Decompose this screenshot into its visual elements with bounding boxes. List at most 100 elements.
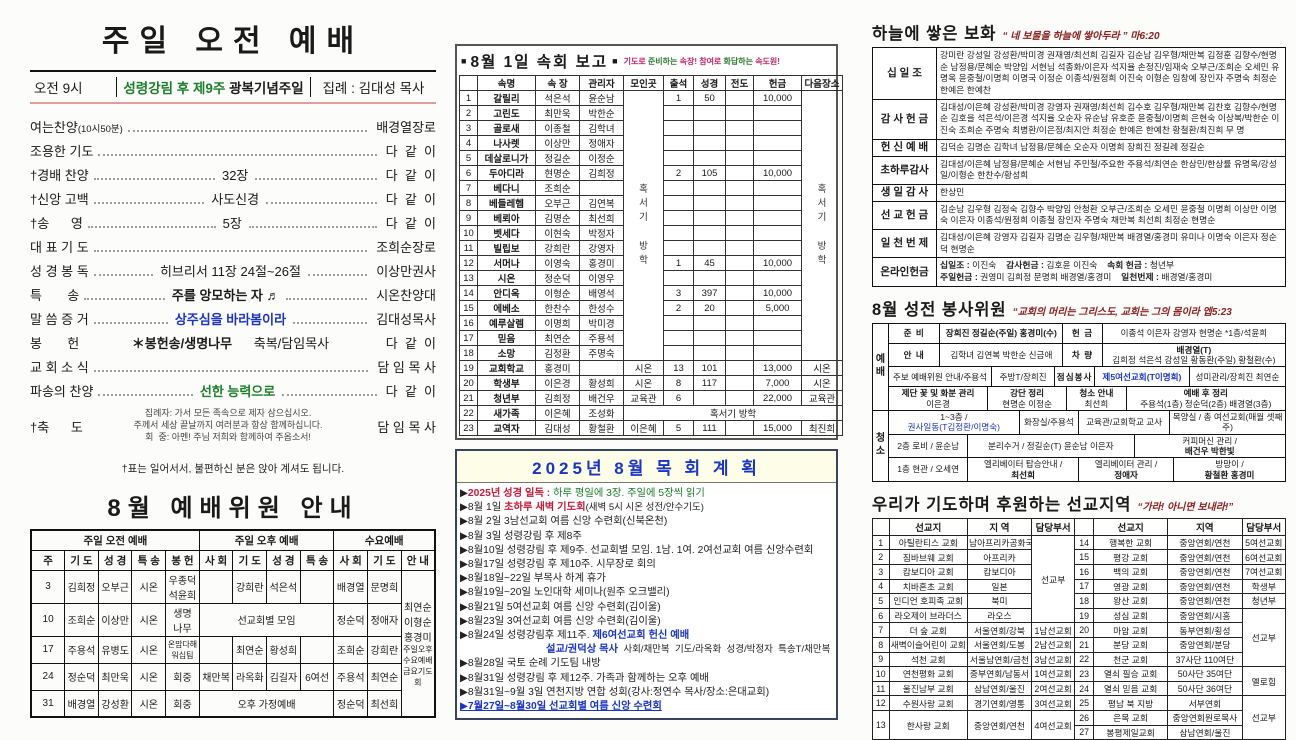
cell: 시온 bbox=[131, 689, 167, 718]
cell: 중앙연회원로목사 bbox=[1167, 709, 1243, 726]
table-row: 6 두아디라 현명순 김희정 2 105 10,000 bbox=[459, 165, 843, 181]
cell: 21 bbox=[1074, 636, 1094, 653]
cell: 서울연회/강북 bbox=[966, 622, 1032, 638]
cell: 조성화 bbox=[579, 405, 624, 421]
cell: 일본 bbox=[966, 578, 1032, 595]
cell: 수원사랑 교회 bbox=[888, 695, 968, 711]
cell: 50사단 35여단 bbox=[1167, 666, 1243, 682]
cell: 6 bbox=[459, 165, 478, 181]
cell: 회중 bbox=[165, 689, 200, 718]
service-cell: 김학녀 김연복 박한순 신금애 bbox=[940, 343, 1064, 367]
plan-item: ▶8월31일~9월 3일 연천지방 연합 성회(강사:정연수 목사/장소:은대교… bbox=[460, 686, 770, 698]
worship-order-list: 여는찬양(10시50분) 배경열장로 조용한 기도 다 같 이 †경배 찬양 32장 다 같… bbox=[30, 112, 436, 452]
cell: 1 bbox=[663, 90, 694, 106]
cell: 13 bbox=[459, 270, 478, 286]
cell: 인디언 호피족 교회 bbox=[888, 593, 968, 609]
mission-title: 우리가 기도하며 후원하는 선교지역 bbox=[872, 495, 1132, 514]
plan-item: 설교/권덕상 목사 사회/채만복 기도/라옥화 성경/박정자 특송T/채만복 bbox=[546, 644, 831, 656]
cell: 3여선교회 bbox=[1030, 695, 1076, 711]
ministry-plan-list: ▶2025년 성경 일독 : 하루 평일에 3장. 주일에 5장씩 읽기 ▶8월 … bbox=[457, 483, 836, 718]
cell: 50사단 36여단 bbox=[1167, 680, 1243, 697]
cell: 정애자 bbox=[367, 602, 402, 637]
offering-label: 온라인헌금 bbox=[873, 258, 937, 286]
cell: 이상만 bbox=[97, 602, 133, 637]
cell: 최선희 bbox=[367, 689, 402, 718]
cell: 10 bbox=[459, 225, 478, 241]
cell bbox=[725, 150, 754, 166]
cell: 12 bbox=[459, 255, 478, 271]
cell: 남아프리카공화국 bbox=[966, 534, 1032, 551]
offering-row: 온라인헌금 십일조 : 이진숙 감사헌금 : 김호윤 이진숙 속회 헌금 : 청년… bbox=[873, 258, 1285, 286]
cell: 5 bbox=[459, 150, 478, 166]
cell bbox=[198, 635, 234, 664]
cell-report-slogan: 기도로 준비하는 속장! 참여로 화답하는 속도원! bbox=[623, 56, 780, 66]
cell: 16 bbox=[1074, 564, 1094, 580]
table-row: 13 한사랑 교회 중앙연회/연천 4여선교회 26 은목 교회 중앙연회원로목사 bbox=[872, 709, 1286, 740]
cell bbox=[693, 210, 726, 226]
cell: 갈릴리 bbox=[477, 90, 536, 106]
cell: 최연순 bbox=[367, 662, 402, 691]
cell: 배영석 bbox=[579, 285, 624, 301]
offering-row: 일 천 번 제 김대성/이은혜 강영자 김길자 김명순 김우형/채만복 배경열/홍… bbox=[873, 229, 1285, 259]
cell: 선교부 bbox=[1030, 534, 1076, 624]
column-header: 다음장소 bbox=[801, 75, 843, 91]
cell bbox=[725, 105, 754, 121]
cell: 25 bbox=[1074, 695, 1094, 711]
cell bbox=[663, 195, 694, 211]
cell: 9 bbox=[459, 210, 478, 226]
table-row: 14 안디옥 이형순 배영석 3 397 10,000 bbox=[459, 285, 843, 301]
cell: 7,000 bbox=[753, 375, 802, 391]
table-row: 속명 속 장 관리자 모인곳 출석 성경 전도 헌금 다음장소 bbox=[459, 75, 843, 91]
service-cell: 화장실/주용석 bbox=[1020, 410, 1080, 434]
cell: 북미 bbox=[966, 593, 1032, 609]
table-row: 6 라오제이 브라더스 라오스 19 성심 교회 중앙연회/시흥 선교부 bbox=[872, 607, 1287, 668]
offering-row: 헌 신 예 배 김덕순 김명순 김학녀 남정용/문혜순 오순자 이명희 장희진 정… bbox=[873, 139, 1285, 157]
cell: 문명희 bbox=[367, 569, 402, 604]
cell bbox=[753, 330, 802, 346]
cell bbox=[693, 390, 726, 406]
plan-item: ▶8월23일 3여선교회 여름 신앙 수련회(김이울) bbox=[460, 615, 661, 627]
cell: 믿음 bbox=[477, 330, 536, 346]
cell: 10 bbox=[30, 602, 66, 637]
table-row: 8 새벽이슬어린이 교회 서울연회/도봉 2남선교회 21 분당 교회 중앙연회/분당 bbox=[872, 636, 1286, 653]
cell: 7 bbox=[872, 622, 890, 638]
cell: 삼남연회/울진 bbox=[966, 680, 1032, 697]
cell: 혹서기 방학 bbox=[623, 405, 843, 421]
cell: 이형순 bbox=[535, 285, 580, 301]
cell: 1 bbox=[459, 90, 478, 106]
cell bbox=[663, 240, 694, 256]
offering-names: 김순남 김우형 김정숙 김향수 박양임 안청환 오부근/조희순 오세민 윤중철 … bbox=[940, 203, 1277, 226]
cell: 안디옥 bbox=[477, 285, 536, 301]
cell: 라오스 bbox=[966, 607, 1032, 624]
cell bbox=[753, 180, 802, 196]
service-cell: 커피머신 관리 / 배건우 박한빛 bbox=[1182, 435, 1238, 456]
cell: 18 bbox=[459, 345, 478, 361]
cell: 주용석 bbox=[333, 662, 369, 691]
cell: 최만욱 bbox=[535, 105, 580, 121]
cell: 최연순 bbox=[232, 635, 268, 664]
cell: 이명희 bbox=[535, 315, 580, 331]
cell bbox=[299, 635, 335, 664]
worship-header-bar: 오전 9시 성령강림 후 제9주 광복기념주일 집례 : 김대성 목사 bbox=[30, 70, 436, 104]
cell: 김연복 bbox=[579, 195, 624, 211]
cell bbox=[693, 120, 726, 136]
cell-report-title: 8월 1일 속회 보고 bbox=[470, 54, 609, 71]
cell: 8 bbox=[663, 375, 694, 391]
cell: 최만욱 bbox=[97, 662, 133, 691]
cell: 선교부 bbox=[1241, 607, 1287, 668]
cell: 생명 나무 bbox=[165, 602, 200, 637]
offering-label: 헌 신 예 배 bbox=[873, 139, 937, 156]
column-header bbox=[872, 517, 890, 536]
cell: 강희란 bbox=[232, 569, 268, 604]
cell: 1 bbox=[663, 255, 694, 271]
cell: 열쇠 믿음 교회 bbox=[1092, 680, 1169, 697]
offering-label: 초하루감사 bbox=[873, 156, 937, 184]
cell: 중앙연회/연천 bbox=[1167, 578, 1243, 595]
cell: 조희순 bbox=[535, 180, 580, 196]
cell: 시온 bbox=[131, 569, 167, 604]
cell: 라오제이 브라더스 bbox=[888, 607, 968, 624]
table-row: 1 아틸란티스 교회 남아프리카공화국 선교부 14 행복한 교회 중앙연회/연천 5여선교회 bbox=[872, 534, 1287, 624]
